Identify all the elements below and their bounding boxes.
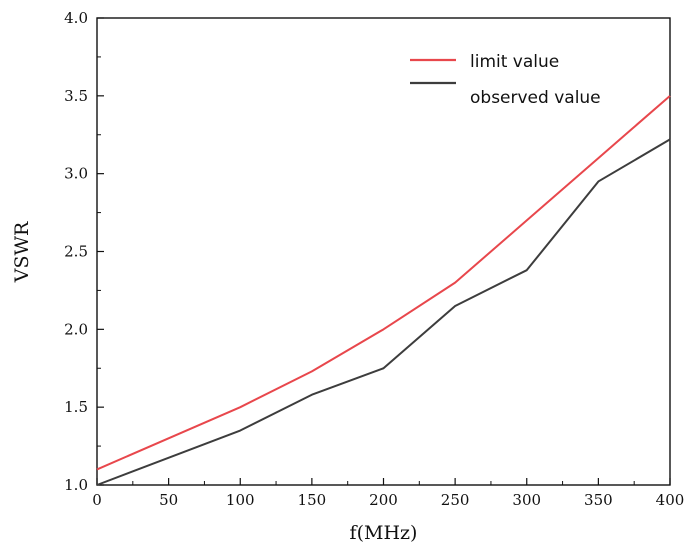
x-axis-title: f(MHz) xyxy=(350,522,418,544)
y-tick-label: 3.5 xyxy=(64,87,88,105)
legend-label-limit-value: limit value xyxy=(470,52,559,72)
x-tick-label: 150 xyxy=(298,491,327,509)
y-axis-ticks: 1.0 1.5 2.0 2.5 3.0 3.5 4.0 xyxy=(64,9,104,494)
x-tick-label: 200 xyxy=(369,491,398,509)
y-tick-label: 4.0 xyxy=(64,9,88,27)
x-tick-label: 350 xyxy=(584,491,613,509)
legend: limit value observed value xyxy=(410,52,601,108)
y-tick-label: 1.0 xyxy=(64,476,88,494)
y-tick-label: 2.5 xyxy=(64,243,88,261)
x-tick-label: 250 xyxy=(441,491,470,509)
y-tick-label: 2.0 xyxy=(64,320,88,338)
series-line-observed-value xyxy=(96,138,671,486)
series-layer xyxy=(96,95,671,486)
x-tick-label: 300 xyxy=(512,491,541,509)
x-axis-ticks: 0 50 100 150 200 250 300 350 400 xyxy=(92,478,684,509)
series-line-limit-value xyxy=(96,95,671,471)
x-tick-label: 400 xyxy=(656,491,685,509)
y-tick-label: 1.5 xyxy=(64,398,88,416)
y-axis-title: VSWR xyxy=(11,221,33,283)
x-tick-label: 0 xyxy=(92,491,102,509)
x-tick-label: 50 xyxy=(159,491,178,509)
y-tick-label: 3.0 xyxy=(64,165,88,183)
legend-label-observed-value: observed value xyxy=(470,88,601,108)
x-tick-label: 100 xyxy=(226,491,255,509)
